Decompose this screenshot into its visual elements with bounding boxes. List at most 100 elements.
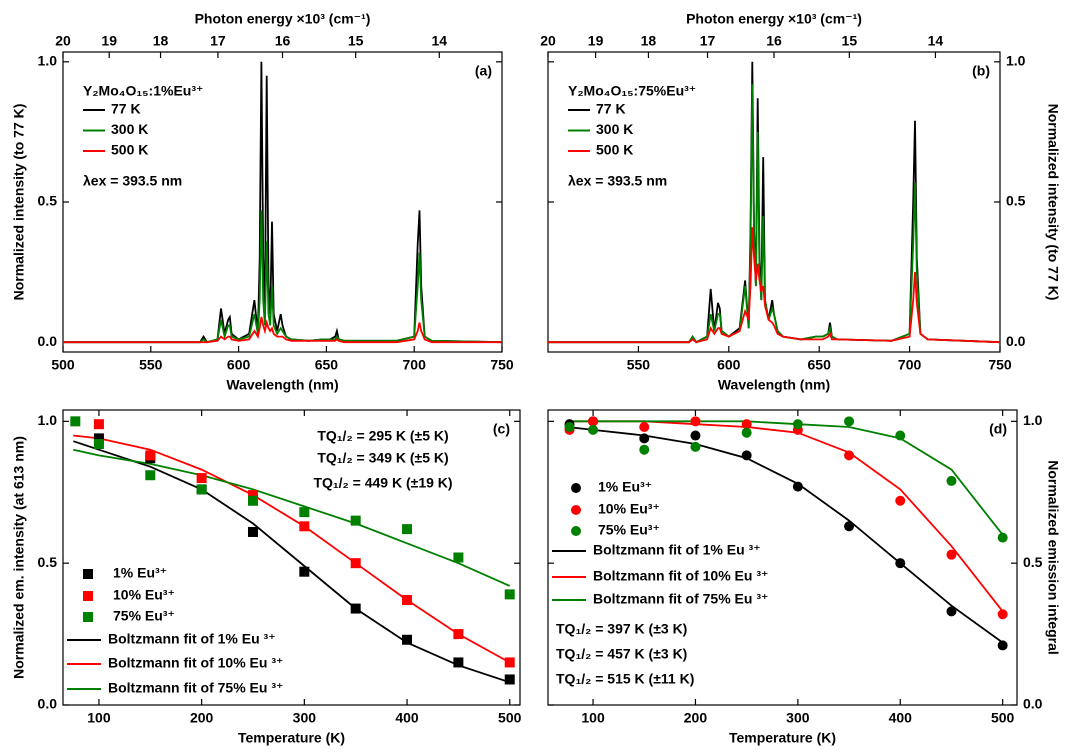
x-tick-label: 100 (581, 710, 605, 726)
data-point (299, 507, 310, 518)
data-point (350, 603, 361, 614)
y-tick-label: 0.5 (1006, 193, 1026, 209)
spectrum-line (63, 210, 503, 344)
plot-frame (62, 409, 521, 706)
data-point (844, 416, 855, 427)
annotation: λex = 393.5 nm (568, 173, 667, 189)
x-tick-label: 700 (898, 357, 922, 373)
data-point (639, 444, 650, 455)
x2-tick-label: 15 (842, 33, 858, 49)
legend-marker (571, 526, 581, 536)
x2-tick-label: 17 (210, 33, 226, 49)
y-tick-label: 0.0 (38, 696, 58, 712)
panel-label: (b) (972, 63, 990, 79)
legend-label: 1% Eu³⁺ (113, 565, 167, 581)
annotation: TQ₁/₂ = 349 K (±5 K) (317, 450, 448, 466)
legend-label: 10% Eu³⁺ (598, 501, 660, 517)
data-point (145, 450, 156, 461)
legend-label: 500 K (596, 142, 633, 158)
y-tick-label: 0.5 (38, 554, 58, 570)
x2-tick-label: 18 (641, 33, 657, 49)
x2-axis-title: Photon energy ×10³ (cm⁻¹) (686, 11, 862, 27)
legend-marker (83, 612, 93, 622)
panel-label: (d) (989, 421, 1007, 437)
panel-label: (c) (493, 421, 510, 437)
x-tick-label: 650 (315, 357, 339, 373)
legend-label: 77 K (596, 101, 626, 117)
legend-marker (571, 483, 581, 493)
data-point (895, 558, 906, 569)
data-point (792, 419, 803, 430)
legend-label: 75% Eu³⁺ (598, 522, 660, 538)
x-axis-title: Wavelength (nm) (226, 377, 338, 393)
data-point (504, 657, 515, 668)
fit-line (567, 426, 1004, 644)
x-axis-title: Temperature (K) (238, 730, 345, 746)
x-tick-label: 400 (889, 710, 913, 726)
data-point (639, 433, 650, 444)
x2-tick-label: 20 (55, 33, 71, 49)
annotation: TQ₁/₂ = 295 K (±5 K) (317, 428, 448, 444)
x2-tick-label: 15 (348, 33, 364, 49)
data-point (946, 549, 957, 560)
legend-label: Boltzmann fit of 1% Eu ³⁺ (593, 542, 761, 558)
data-point (895, 430, 906, 441)
x2-tick-label: 16 (766, 33, 782, 49)
data-point (690, 430, 701, 441)
data-point (997, 532, 1008, 543)
data-point (247, 526, 258, 537)
x-axis-title: Temperature (K) (729, 730, 836, 746)
fit-line (73, 434, 511, 664)
data-point (453, 629, 464, 640)
data-point (639, 422, 650, 433)
legend-label: 500 K (111, 142, 148, 158)
x-tick-label: 100 (87, 710, 111, 726)
legend-label: Boltzmann fit of 1% Eu ³⁺ (108, 631, 276, 647)
data-point (690, 441, 701, 452)
x-tick-label: 600 (717, 357, 741, 373)
x-tick-label: 400 (395, 710, 419, 726)
data-point (741, 450, 752, 461)
annotation: Y₂Mo₄O₁₅:75%Eu³⁺ (568, 83, 696, 99)
y-tick-label: 1.0 (1023, 412, 1043, 428)
data-point (453, 657, 464, 668)
x-tick-label: 750 (988, 357, 1012, 373)
data-point (504, 674, 515, 685)
x-tick-label: 550 (627, 357, 651, 373)
data-point (299, 521, 310, 532)
x2-axis-title: Photon energy ×10³ (cm⁻¹) (195, 11, 371, 27)
annotation: Y₂Mo₄O₁₅:1%Eu³⁺ (83, 83, 203, 99)
y-tick-label: 0.0 (1006, 333, 1026, 349)
x2-tick-label: 14 (431, 33, 447, 49)
data-point (402, 634, 413, 645)
x-tick-label: 600 (227, 357, 251, 373)
x-tick-label: 500 (498, 710, 522, 726)
data-point (196, 473, 207, 484)
spectrum-line (548, 227, 1001, 344)
panel-label: (a) (475, 63, 492, 79)
data-point (895, 495, 906, 506)
data-point (453, 552, 464, 563)
data-point (402, 595, 413, 606)
x-tick-label: 650 (808, 357, 832, 373)
legend-label: 300 K (596, 121, 633, 137)
y-axis-title: Normalized em. intensity (at 613 nm) (11, 436, 27, 679)
data-point (145, 470, 156, 481)
data-point (247, 495, 258, 506)
x2-tick-label: 19 (101, 33, 117, 49)
annotation: TQ₁/₂ = 449 K (±19 K) (313, 475, 452, 491)
x-tick-label: 300 (293, 710, 317, 726)
legend-marker (571, 505, 581, 515)
x-tick-label: 200 (190, 710, 214, 726)
y-axis-title: Normalized intensity (to 77 K) (11, 104, 27, 301)
data-point (299, 566, 310, 577)
legend-label: Boltzmann fit of 10% Eu ³⁺ (593, 568, 768, 584)
annotation: TQ₁/₂ = 515 K (±11 K) (556, 671, 694, 687)
x2-tick-label: 18 (153, 33, 169, 49)
x-axis-title: Wavelength (nm) (718, 377, 830, 393)
data-point (844, 450, 855, 461)
data-point (70, 416, 81, 427)
fit-line (73, 448, 511, 587)
